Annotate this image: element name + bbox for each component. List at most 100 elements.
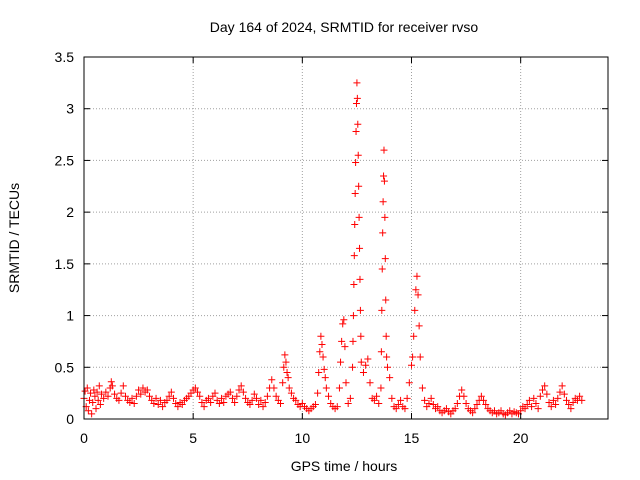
- data-point: [356, 306, 364, 314]
- data-point: [349, 363, 357, 371]
- data-point: [354, 151, 362, 159]
- y-axis-label: SRMTID / TECUs: [6, 183, 22, 293]
- data-point: [375, 399, 383, 407]
- data-point: [534, 405, 542, 413]
- data-point: [355, 213, 363, 221]
- data-point: [257, 396, 265, 404]
- data-point: [451, 405, 459, 413]
- data-point: [427, 394, 435, 402]
- data-point: [370, 396, 378, 404]
- data-point: [152, 394, 160, 402]
- data-point: [528, 403, 536, 411]
- data-point: [477, 392, 485, 400]
- data-point: [563, 396, 571, 404]
- data-point: [272, 392, 280, 400]
- data-point: [83, 384, 91, 392]
- data-point: [346, 394, 354, 402]
- data-point: [552, 401, 560, 409]
- data-point: [392, 405, 400, 413]
- data-point: [311, 401, 319, 409]
- data-point: [536, 392, 544, 400]
- data-point: [357, 332, 365, 340]
- data-point: [545, 398, 553, 406]
- data-point: [415, 322, 423, 330]
- data-point: [458, 386, 466, 394]
- data-point: [565, 401, 573, 409]
- data-point: [482, 401, 490, 409]
- data-point: [357, 358, 365, 366]
- data-point: [198, 398, 206, 406]
- data-point: [380, 146, 388, 154]
- data-point: [532, 399, 540, 407]
- data-point: [394, 401, 402, 409]
- data-point: [200, 403, 208, 411]
- data-point: [220, 398, 228, 406]
- data-point: [89, 398, 97, 406]
- data-point: [379, 229, 387, 237]
- data-point: [235, 386, 243, 394]
- data-point: [405, 379, 413, 387]
- data-point: [270, 384, 278, 392]
- data-point: [382, 332, 390, 340]
- data-point: [388, 394, 396, 402]
- data-point: [104, 392, 112, 400]
- data-point: [135, 386, 143, 394]
- data-point: [414, 291, 422, 299]
- data-point: [421, 396, 429, 404]
- data-point: [316, 348, 324, 356]
- x-tick-label: 5: [189, 430, 197, 446]
- data-point: [233, 392, 241, 400]
- data-point: [126, 398, 134, 406]
- data-point: [174, 403, 182, 411]
- data-point: [530, 394, 538, 402]
- data-point: [139, 384, 147, 392]
- y-tick-label: 3.5: [55, 49, 75, 65]
- data-points: [80, 79, 586, 419]
- data-point: [351, 221, 359, 229]
- data-point: [237, 382, 245, 390]
- data-point: [460, 392, 468, 400]
- data-point: [132, 392, 140, 400]
- data-point: [279, 379, 287, 387]
- data-point: [246, 401, 254, 409]
- data-point: [317, 332, 325, 340]
- data-point: [576, 392, 584, 400]
- data-point: [333, 403, 341, 411]
- data-point: [252, 394, 260, 402]
- data-point: [239, 388, 247, 396]
- data-point: [91, 392, 99, 400]
- data-point: [554, 394, 562, 402]
- data-point: [353, 79, 361, 87]
- data-point: [377, 348, 385, 356]
- x-tick-label: 20: [513, 430, 529, 446]
- data-point: [523, 401, 531, 409]
- data-point: [320, 365, 328, 373]
- data-point: [170, 394, 178, 402]
- data-point: [418, 384, 426, 392]
- data-point: [352, 127, 360, 135]
- data-point: [356, 244, 364, 252]
- grid-lines: [84, 57, 608, 419]
- data-point: [355, 182, 363, 190]
- data-point: [102, 388, 110, 396]
- data-point: [471, 405, 479, 413]
- data-point: [285, 384, 293, 392]
- data-point: [469, 409, 477, 417]
- data-point: [373, 392, 381, 400]
- data-point: [560, 390, 568, 398]
- y-tick-label: 1: [66, 308, 74, 324]
- x-tick-label: 0: [80, 430, 88, 446]
- data-point: [96, 401, 104, 409]
- data-point: [94, 396, 102, 404]
- data-point: [178, 401, 186, 409]
- data-point: [338, 337, 346, 345]
- data-point: [325, 392, 333, 400]
- data-point: [380, 172, 388, 180]
- data-point: [410, 332, 418, 340]
- data-point: [284, 374, 292, 382]
- data-point: [226, 388, 234, 396]
- data-point: [377, 384, 385, 392]
- data-point: [556, 388, 564, 396]
- data-point: [549, 396, 557, 404]
